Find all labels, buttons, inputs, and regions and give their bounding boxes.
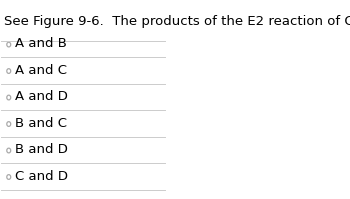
Text: C and D: C and D [15,170,68,182]
Text: A and B: A and B [15,37,67,50]
Text: See Figure 9-6.  The products of the E2 reaction of Compound P are: See Figure 9-6. The products of the E2 r… [4,15,350,28]
Text: B and C: B and C [15,117,67,130]
Text: A and C: A and C [15,63,67,77]
Text: B and D: B and D [15,143,68,156]
Text: A and D: A and D [15,90,68,103]
